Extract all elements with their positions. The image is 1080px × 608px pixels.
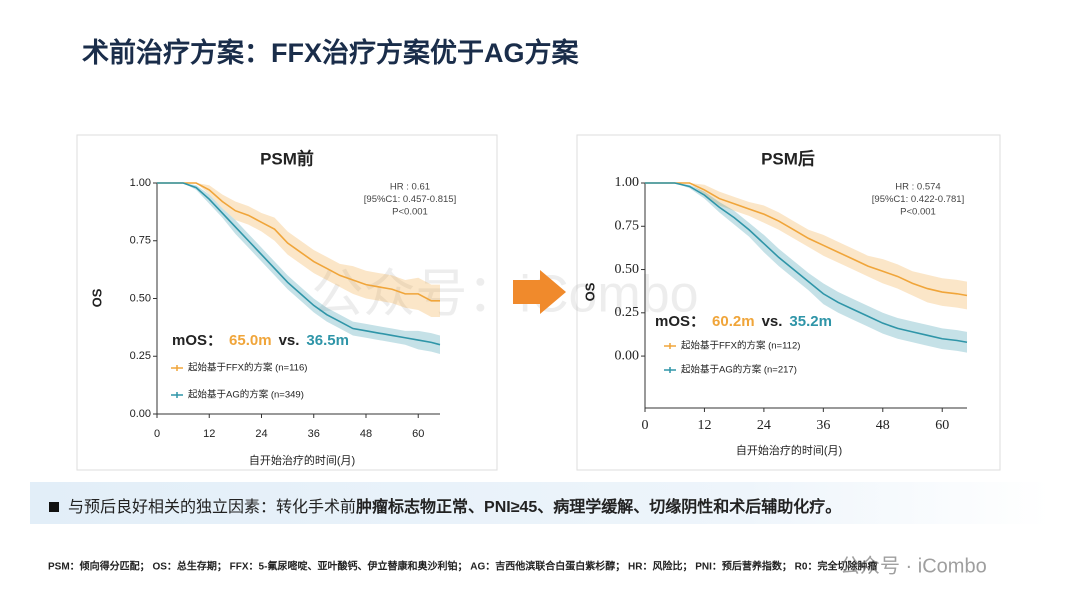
annotation: [95%C1: 0.457-0.815] — [364, 194, 456, 205]
survival-line — [645, 182, 968, 297]
annotation: HR : 0.61 — [390, 182, 430, 193]
chart-title: PSM后 — [761, 149, 815, 168]
chart-title: PSM前 — [260, 148, 314, 168]
ci-band — [645, 183, 967, 353]
mos-vs: vs. — [762, 313, 783, 330]
x-axis-label: 自开始治疗的时间(月) — [249, 453, 355, 467]
x-tick-label: 24 — [757, 418, 771, 433]
mos-second: 36.5m — [306, 332, 349, 349]
logo: 公众号 · iCombo — [840, 554, 987, 577]
x-axis-label: 自开始治疗的时间(月) — [736, 443, 842, 457]
y-tick-label: 1.00 — [130, 177, 151, 189]
y-tick-label: 0.50 — [130, 292, 151, 304]
mos-second: 35.2m — [789, 313, 832, 330]
y-tick-label: 0.75 — [130, 235, 151, 247]
survival-line — [157, 182, 440, 302]
arrow — [513, 270, 566, 314]
legend-label: 起始基于AG的方案 (n=349) — [188, 389, 304, 401]
bullet-text: 与预后良好相关的独立因素：转化手术前肿瘤标志物正常、PNI≥45、病理学缓解、切… — [68, 497, 841, 516]
bullet-square — [49, 502, 59, 512]
mos-first: 60.2m — [712, 313, 755, 330]
y-tick-label: 1.00 — [615, 175, 640, 190]
annotation: P<0.001 — [392, 207, 428, 218]
annotation: HR : 0.574 — [895, 182, 940, 193]
y-axis-label: OS — [582, 282, 597, 301]
panel — [576, 134, 1001, 471]
bullet-lead: 与预后良好相关的独立因素：转化手术前 — [68, 498, 356, 516]
x-tick-label: 24 — [255, 428, 267, 440]
y-tick-label: 0.25 — [615, 305, 640, 320]
y-axis-label: OS — [89, 288, 104, 307]
mos-label: mOS： — [655, 313, 705, 330]
footnote: PSM：倾向得分匹配； OS：总生存期； FFX：5-氟尿嘧啶、亚叶酸钙、伊立替… — [48, 560, 877, 573]
legend-label: 起始基于FFX的方案 (n=112) — [681, 340, 800, 352]
y-tick-label: 0.00 — [130, 408, 151, 420]
x-tick-label: 36 — [816, 418, 830, 433]
x-tick-label: 48 — [360, 428, 372, 440]
x-tick-label: 36 — [308, 428, 320, 440]
y-tick-label: 0.25 — [130, 350, 151, 362]
annotation: P<0.001 — [900, 207, 936, 218]
mos-text: mOS： 65.0m vs. 36.5m — [172, 332, 349, 349]
survival-line — [157, 182, 441, 346]
mos-vs: vs. — [279, 332, 300, 349]
bullet-bold: 肿瘤标志物正常、PNI≥45、病理学缓解、切缘阴性和术后辅助化疗。 — [356, 497, 841, 516]
x-tick-label: 12 — [697, 418, 711, 433]
bullet-band — [30, 482, 1050, 524]
ci-band — [157, 183, 440, 354]
y-tick-label: 0.00 — [615, 348, 640, 363]
survival-line — [645, 182, 968, 344]
mos-label: mOS： — [172, 332, 222, 349]
annotation: [95%C1: 0.422-0.781] — [872, 194, 964, 205]
x-tick-label: 60 — [412, 428, 424, 440]
slide-title: 术前治疗方案：FFX治疗方案优于AG方案 — [82, 37, 579, 68]
y-tick-label: 0.75 — [615, 218, 640, 233]
x-tick-label: 60 — [935, 418, 949, 433]
x-tick-label: 12 — [203, 428, 215, 440]
legend-label: 起始基于FFX的方案 (n=116) — [188, 362, 307, 374]
legend-label: 起始基于AG的方案 (n=217) — [681, 364, 797, 376]
x-tick-label: 48 — [876, 418, 890, 433]
x-tick-label: 0 — [642, 418, 649, 433]
x-tick-label: 0 — [154, 428, 160, 440]
watermark: 公众号：iCombo — [311, 266, 698, 324]
ci-band — [645, 183, 967, 310]
mos-first: 65.0m — [229, 332, 272, 349]
y-tick-label: 0.50 — [615, 262, 640, 277]
mos-text: mOS： 60.2m vs. 35.2m — [655, 313, 832, 330]
